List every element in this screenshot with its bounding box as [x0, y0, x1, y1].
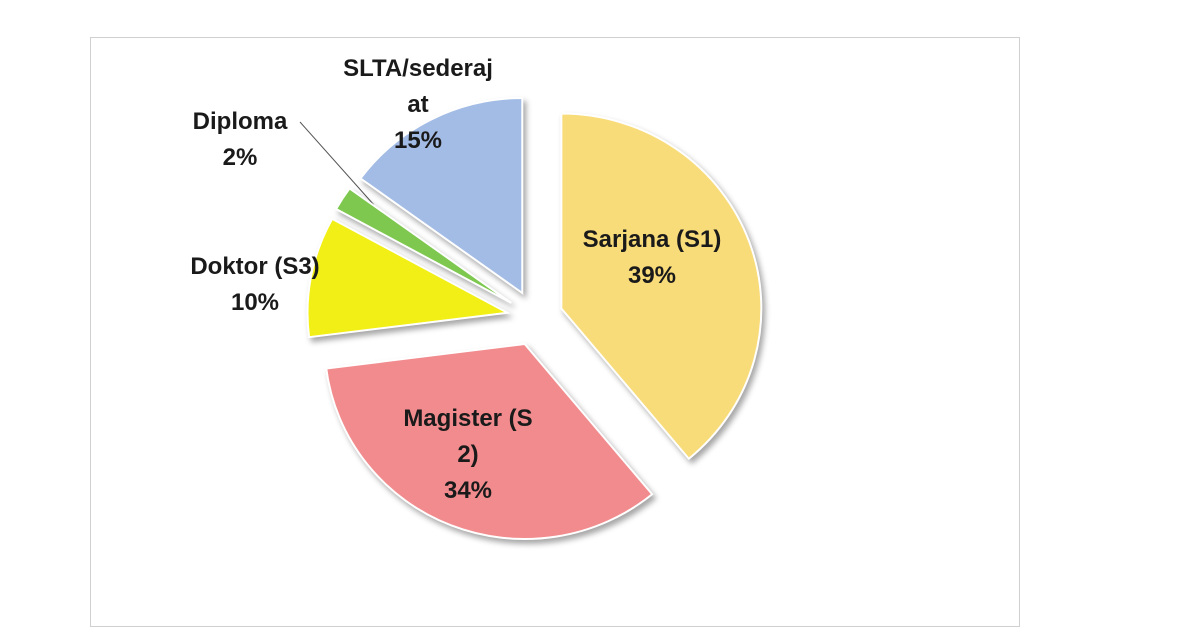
slice-label: Sarjana (S1) 39% [542, 222, 762, 294]
value-label: 34% [443, 477, 493, 504]
pie-slice [334, 186, 512, 304]
category-label: SLTA/sederajat [343, 55, 493, 118]
category-label: Sarjana (S1) [582, 226, 722, 253]
leader-line [299, 121, 375, 206]
pie-slice [359, 97, 524, 295]
slice-label: SLTA/sederajat 15% [343, 51, 493, 159]
category-label: Magister (S2) [403, 405, 533, 468]
value-label: 10% [230, 289, 280, 316]
category-label: Diploma [192, 108, 288, 135]
slice-label: Doktor (S3) 10% [155, 249, 355, 321]
chart [299, 97, 763, 541]
category-label: Doktor (S3) [190, 253, 320, 280]
pie-slice [560, 112, 763, 461]
pie-slice [325, 342, 654, 541]
pie-slice [306, 217, 511, 339]
slice-label: Magister (S2) 34% [393, 401, 543, 509]
value-label: 2% [222, 144, 258, 171]
value-label: 15% [393, 127, 443, 154]
page: (() => { const data = JSON.parse(documen… [90, 37, 1020, 627]
slice-label: Diploma 2% [140, 104, 340, 176]
value-label: 39% [627, 262, 677, 289]
